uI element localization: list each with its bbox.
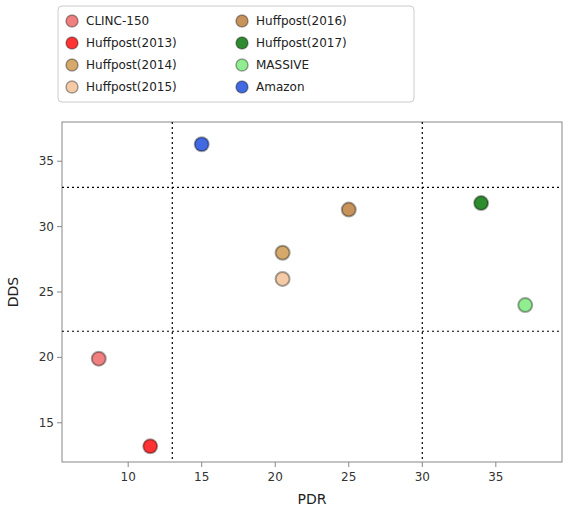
y-tick-label: 15 (39, 416, 54, 430)
x-tick-label: 35 (488, 470, 503, 484)
scatter-point (276, 272, 290, 286)
legend-label: Huffpost(2015) (86, 80, 177, 94)
x-tick-label: 30 (415, 470, 430, 484)
legend-marker (236, 37, 248, 49)
scatter-point (143, 439, 157, 453)
legend-marker (236, 15, 248, 27)
y-tick (57, 357, 62, 358)
scatter-point (92, 352, 106, 366)
plot-area (62, 122, 562, 462)
y-tick-label: 30 (39, 220, 54, 234)
plot-frame (62, 122, 562, 462)
legend-marker (66, 37, 78, 49)
y-tick (57, 292, 62, 293)
y-tick-label: 35 (39, 154, 54, 168)
x-axis-label: PDR (298, 491, 327, 507)
y-tick (57, 161, 62, 162)
x-tick-label: 20 (268, 470, 283, 484)
legend-label: Huffpost(2016) (256, 14, 347, 28)
x-tick (275, 462, 276, 467)
legend-box (58, 6, 414, 102)
x-tick (495, 462, 496, 467)
legend-marker (66, 15, 78, 27)
legend-label: CLINC-150 (86, 14, 149, 28)
legend: CLINC-150 Huffpost(2013) Huffpost(2014) Huf… (58, 6, 414, 102)
y-axis-label: DDS (5, 277, 21, 308)
scatter-point (518, 298, 532, 312)
scatter-point (474, 196, 488, 210)
x-tick (201, 462, 202, 467)
legend-label: Huffpost(2014) (86, 58, 177, 72)
legend-marker (236, 59, 248, 71)
x-tick-label: 25 (341, 470, 356, 484)
scatter-point (342, 203, 356, 217)
legend-label: MASSIVE (256, 58, 309, 72)
y-tick (57, 422, 62, 423)
legend-marker (66, 81, 78, 93)
x-tick-label: 15 (194, 470, 209, 484)
x-tick (422, 462, 423, 467)
legend-marker (66, 59, 78, 71)
legend-marker (236, 81, 248, 93)
y-tick-label: 20 (39, 350, 54, 364)
x-tick (348, 462, 349, 467)
y-tick (57, 226, 62, 227)
h-reference-line (62, 187, 562, 188)
legend-label: Huffpost(2013) (86, 36, 177, 50)
legend-label: Amazon (256, 80, 305, 94)
x-tick (128, 462, 129, 467)
v-reference-line (172, 122, 173, 462)
y-tick-label: 25 (39, 285, 54, 299)
legend-label: Huffpost(2017) (256, 36, 347, 50)
scatter-point (195, 137, 209, 151)
chart: CLINC-150 Huffpost(2013) Huffpost(2014) Huf… (0, 0, 580, 518)
h-reference-line (62, 331, 562, 332)
scatter-point (276, 246, 290, 260)
x-tick-label: 10 (121, 470, 136, 484)
v-reference-line (422, 122, 423, 462)
